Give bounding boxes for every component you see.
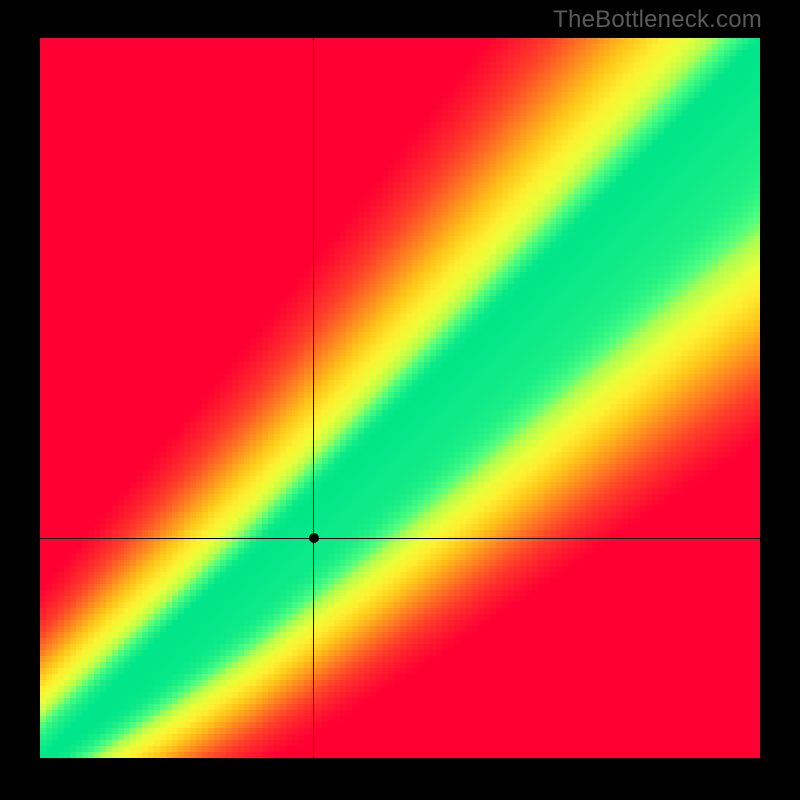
heatmap-plot	[40, 38, 760, 758]
crosshair-vertical	[313, 38, 314, 758]
crosshair-marker	[309, 533, 319, 543]
watermark-text: TheBottleneck.com	[553, 6, 762, 34]
heatmap-canvas	[40, 38, 760, 758]
crosshair-horizontal	[40, 538, 760, 539]
